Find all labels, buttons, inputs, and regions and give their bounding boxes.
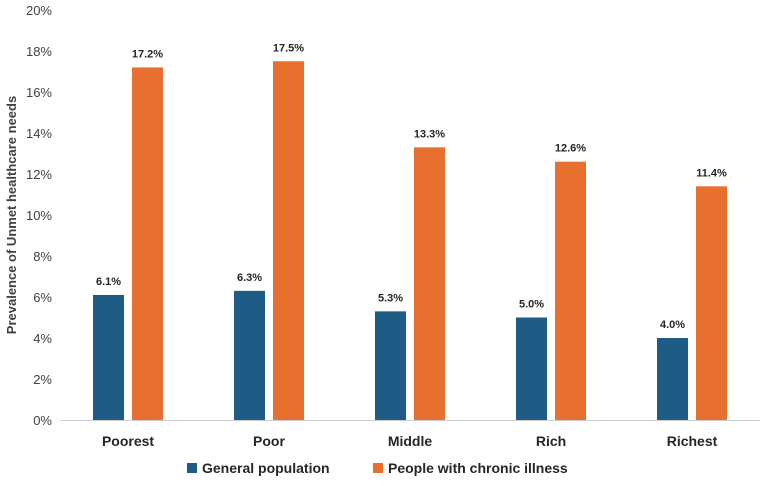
y-tick-label: 16%	[26, 85, 52, 100]
y-tick-label: 0%	[33, 413, 52, 428]
y-tick-label: 20%	[26, 3, 52, 18]
legend-swatch-general-population	[187, 463, 197, 473]
legend: General population People with chronic i…	[187, 460, 568, 476]
bar-general-population-middle	[375, 311, 406, 420]
x-category-label: Middle	[388, 433, 433, 449]
y-axis-label: Prevalence of Unmet healthcare needs	[4, 96, 19, 334]
legend-label-general-population: General population	[202, 460, 330, 476]
y-tick-label: 18%	[26, 44, 52, 59]
x-category-label: Rich	[536, 433, 566, 449]
bar-chronic-illness-poorest	[132, 67, 163, 421]
y-tick-label: 14%	[26, 126, 52, 141]
bar-chronic-illness-poor	[273, 61, 304, 420]
bar-chronic-illness-richest	[696, 186, 727, 420]
bar-general-population-poorest	[93, 294, 124, 420]
x-category-label: Poorest	[102, 433, 154, 449]
bar-chronic-illness-middle	[414, 147, 445, 420]
bars-group	[93, 61, 727, 421]
y-tick-label: 8%	[33, 249, 52, 264]
data-label: 5.3%	[378, 292, 403, 304]
data-label: 17.5%	[273, 42, 304, 54]
data-label: 4.0%	[660, 319, 685, 331]
x-category-label: Richest	[667, 433, 718, 449]
bar-chronic-illness-rich	[555, 161, 586, 420]
data-label: 6.3%	[237, 272, 262, 284]
data-label: 12.6%	[555, 143, 586, 155]
y-tick-label: 2%	[33, 372, 52, 387]
category-labels-group: Poorest Poor Middle Rich Richest	[102, 433, 718, 449]
y-tick-label: 4%	[33, 331, 52, 346]
bar-general-population-richest	[657, 338, 688, 420]
y-tick-label: 6%	[33, 290, 52, 305]
legend-swatch-people-with-chronic-illness	[373, 463, 383, 473]
data-label: 17.2%	[132, 48, 163, 60]
x-category-label: Poor	[253, 433, 285, 449]
data-label: 5.0%	[519, 299, 544, 311]
data-labels-group: 6.1% 17.2% 6.3% 17.5% 5.3% 13.3% 5.0% 12.6% 4.0%…	[96, 42, 727, 331]
legend-label-people-with-chronic-illness: People with chronic illness	[388, 460, 568, 476]
data-label: 6.1%	[96, 276, 121, 288]
data-label: 11.4%	[696, 167, 727, 179]
y-tick-label: 10%	[26, 208, 52, 223]
bar-general-population-rich	[516, 317, 547, 420]
data-label: 13.3%	[414, 128, 445, 140]
y-tick-label: 12%	[26, 167, 52, 182]
y-axis-ticks: 0% 2% 4% 6% 8% 10% 12% 14% 16% 18% 20%	[26, 3, 52, 428]
bar-general-population-poor	[234, 290, 265, 420]
